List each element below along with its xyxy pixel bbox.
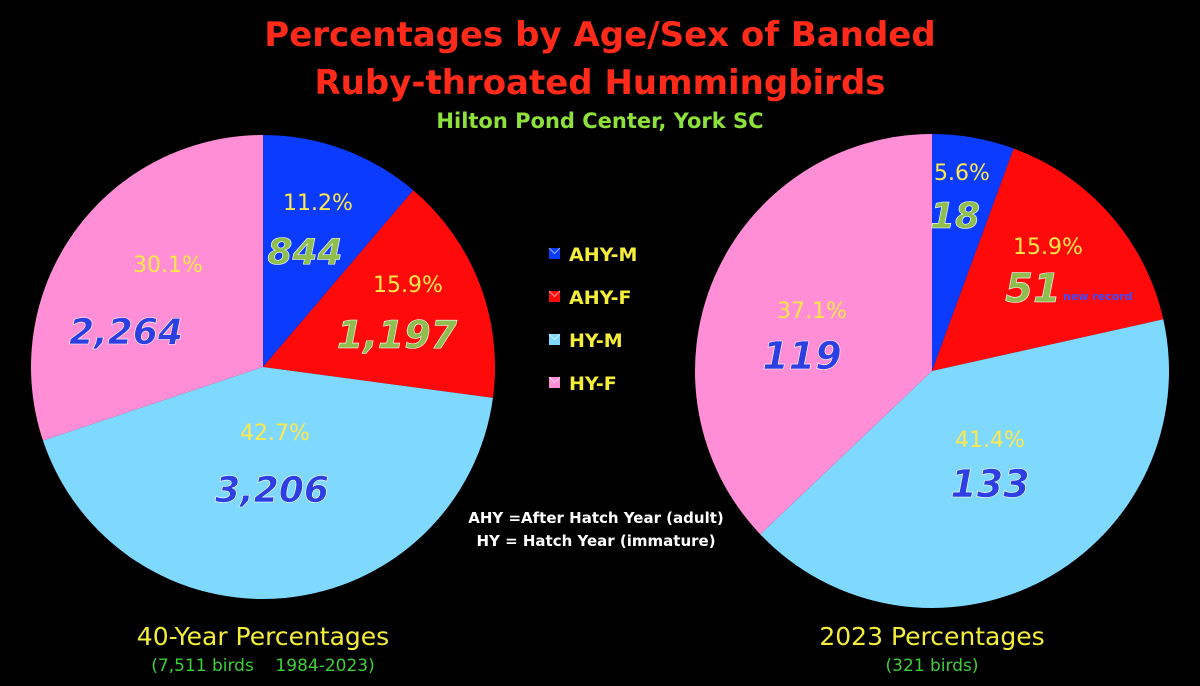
legend-label-hy-m: HY-M [569,330,623,352]
count-label-hy-f: 2,264 [69,312,183,353]
caption-right: 2023 Percentages [819,622,1044,651]
count-label-ahy-f: 51 [1005,266,1061,312]
legend-swatch-shine-hy-m [548,333,561,341]
caption-left: 40-Year Percentages [137,622,389,651]
count-label-hy-m: 3,206 [215,470,329,511]
pie-slice-hy-f [695,134,932,535]
count-label-hy-m: 133 [950,462,1029,506]
subtitle: Hilton Pond Center, York SC [436,109,763,133]
pie-slice-ahy-f [263,190,495,398]
percent-label-hy-m: 41.4% [955,428,1025,453]
percent-label-ahy-f: 15.9% [373,273,443,298]
pie-chart-2023: 5.6% 18 15.9% 51 new record 41.4% 133 37.1% 119 [695,134,1169,608]
count-label-ahy-m: 18 [930,196,980,237]
legend-label-ahy-f: AHY-F [569,287,631,309]
percent-label-ahy-f: 15.9% [1013,235,1083,260]
legend-swatch-shine-hy-f [548,376,561,384]
legend-label-hy-f: HY-F [569,373,617,395]
pie-chart-40-year: 11.2% 844 15.9% 1,197 42.7% 3,206 30.1% 2,264 [31,135,495,599]
percent-label-hy-f: 30.1% [133,253,203,278]
count-label-hy-f: 119 [762,334,841,378]
count-label-ahy-f: 1,197 [337,313,458,357]
percent-label-ahy-m: 5.6% [934,161,990,186]
legend: AHY-M AHY-F HY-M HY-F [548,244,637,395]
pie-slice-hy-m [42,367,493,599]
legend-swatch-shine-ahy-m [548,247,561,255]
percent-label-hy-f: 37.1% [777,299,847,324]
title-line-1: Percentages by Age/Sex of Banded [264,15,935,55]
legend-swatch-shine-ahy-f [548,290,561,298]
percent-label-ahy-m: 11.2% [283,191,353,216]
pie-slice-ahy-m [263,135,414,367]
percent-label-hy-m: 42.7% [240,421,310,446]
abbrev-note-2: HY = Hatch Year (immature) [476,532,715,550]
abbrev-note-1: AHY =After Hatch Year (adult) [468,509,724,527]
pie-slice-hy-f [31,135,264,441]
new-record-note: new record [1063,290,1133,303]
title-line-2: Ruby-throated Hummingbirds [314,63,885,103]
caption-right-sub: (321 birds) [886,656,979,676]
legend-label-ahy-m: AHY-M [569,244,637,266]
count-label-ahy-m: 844 [267,232,342,273]
pie-slice-ahy-m [932,134,1014,371]
pie-slice-ahy-f [932,148,1164,371]
pie-slice-hy-m [760,319,1169,608]
caption-left-sub: (7,511 birds 1984-2023) [151,656,374,676]
